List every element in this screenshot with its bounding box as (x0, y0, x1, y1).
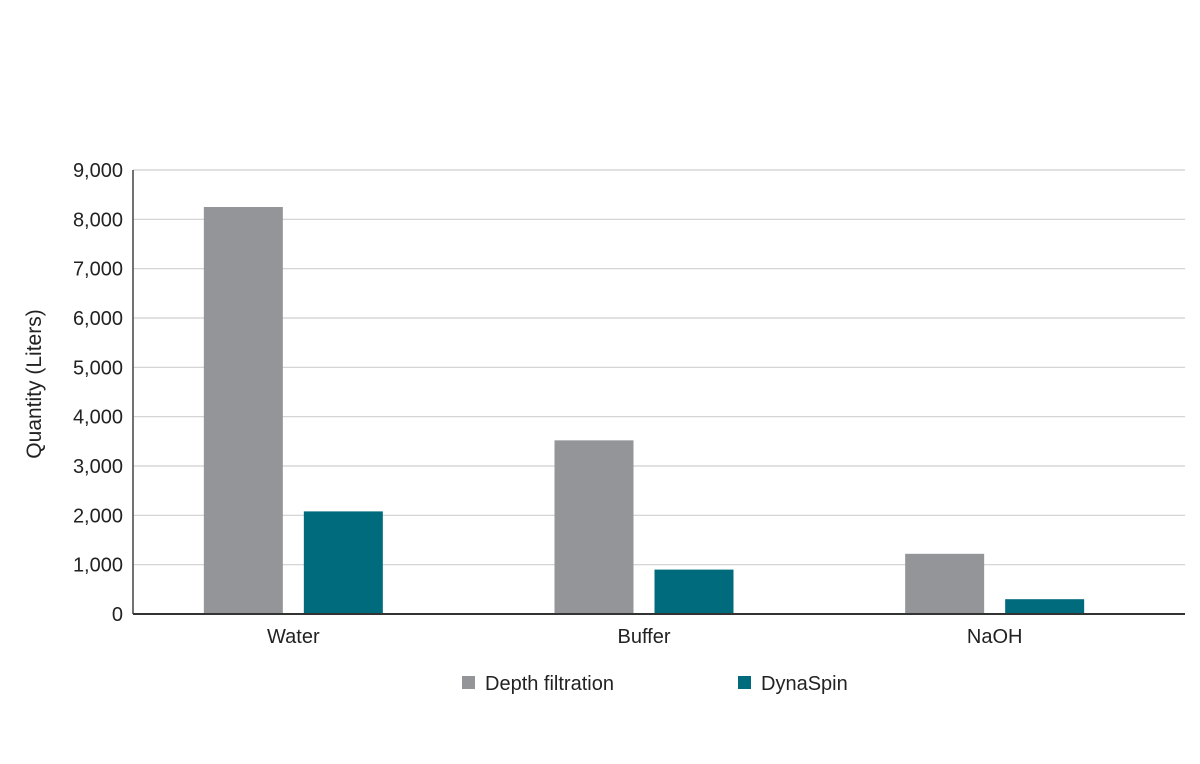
y-axis-title: Quantity (Liters) (23, 309, 46, 458)
x-tick-label: Buffer (618, 626, 671, 648)
legend-swatch (462, 676, 475, 689)
bar-depth-filtration-buffer (554, 440, 634, 614)
bar-dynaspin-naoh (1005, 599, 1085, 614)
y-tick-labels: 0 1,000 2,000 3,000 4,000 5,000 6,000 7,000 8,00… (73, 160, 123, 626)
legend-label: DynaSpin (761, 673, 848, 695)
y-tick-label: 6,000 (73, 308, 123, 330)
y-tick-label: 8,000 (73, 209, 123, 231)
axes (132, 170, 1185, 615)
bar-dynaspin-buffer (654, 569, 734, 614)
gridlines (133, 169, 1185, 566)
y-tick-label: 1,000 (73, 555, 123, 577)
x-tick-label: NaOH (967, 626, 1023, 648)
y-tick-label: 5,000 (73, 357, 123, 379)
bar-dynaspin-water (303, 511, 383, 614)
y-tick-label: 7,000 (73, 259, 123, 281)
bars (203, 207, 1085, 614)
y-tick-label: 0 (112, 604, 123, 626)
legend-label: Depth filtration (485, 673, 614, 695)
legend-swatch (738, 676, 751, 689)
x-tick-labels: Water Buffer NaOH (267, 626, 1022, 648)
y-tick-label: 9,000 (73, 160, 123, 182)
bar-depth-filtration-water (203, 207, 283, 614)
legend: Depth filtration DynaSpin (462, 673, 848, 695)
x-tick-label: Water (267, 626, 320, 648)
y-tick-label: 4,000 (73, 407, 123, 429)
bar-depth-filtration-naoh (905, 553, 985, 614)
y-tick-label: 2,000 (73, 505, 123, 527)
y-tick-label: 3,000 (73, 456, 123, 478)
